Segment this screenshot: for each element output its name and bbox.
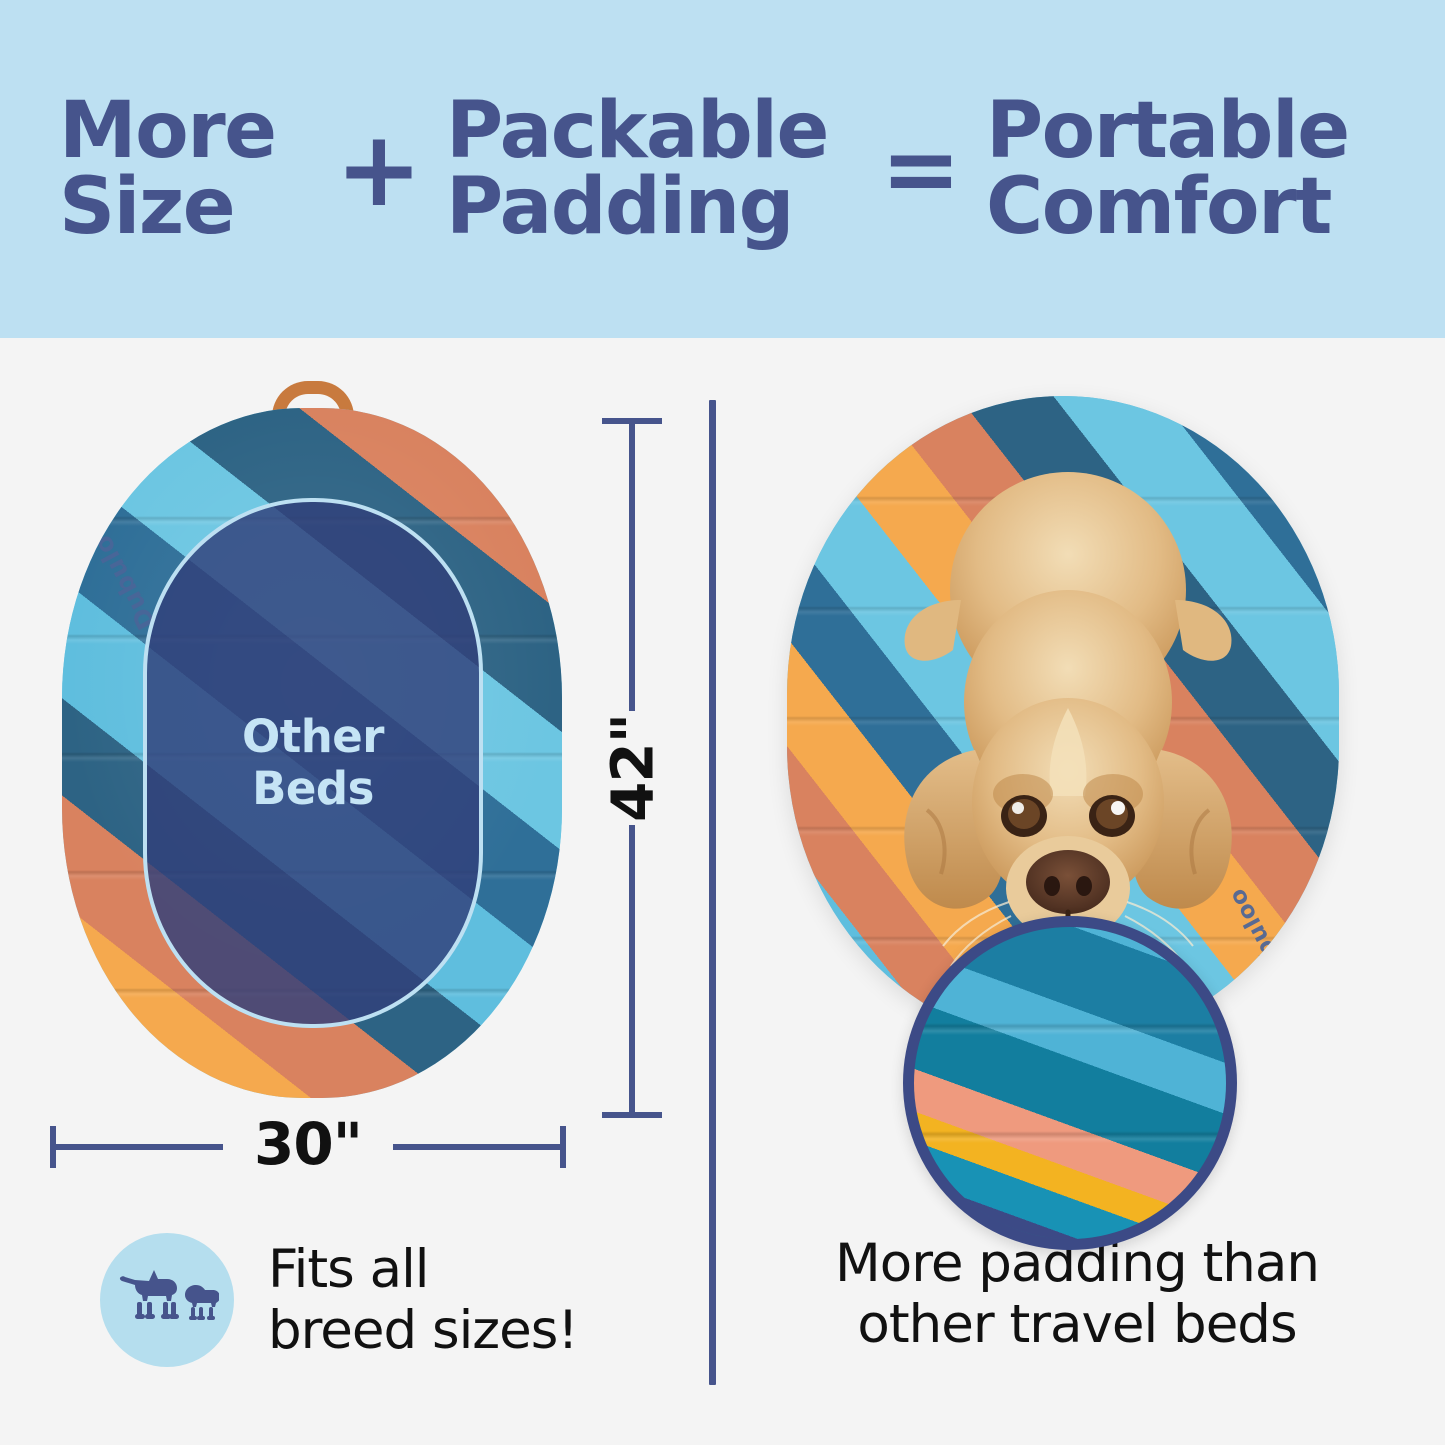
headline-term-more-size: More Size	[59, 92, 334, 252]
dimension-line-left	[53, 1144, 223, 1150]
dimension-line-right	[393, 1144, 563, 1150]
equals-operator-icon: =	[880, 113, 962, 225]
left-caption-line2: breed sizes!	[268, 1300, 579, 1361]
padding-closeup-quilting	[914, 927, 1226, 1239]
right-caption-text: More padding than other travel beds	[709, 1233, 1445, 1356]
left-caption-block: Fits all breed sizes!	[100, 1233, 660, 1367]
dimension-height-42: 42"	[597, 418, 667, 1118]
other-beds-label: Other Beds	[241, 710, 385, 815]
headline-packable-line1: Packable	[446, 85, 829, 176]
right-panel-padding-feature: Dubuloo More padding than other travel b…	[709, 338, 1445, 1445]
other-beds-line1: Other	[241, 710, 385, 764]
dimension-cap-bottom	[602, 1112, 662, 1118]
dimension-width-label: 30"	[254, 1110, 363, 1178]
headline-term-portable-comfort: Portable Comfort	[986, 92, 1386, 252]
dimension-width-30: 30"	[50, 1110, 566, 1180]
other-beds-comparison-overlay: Other Beds	[143, 498, 483, 1028]
headline-more-line1: More	[59, 85, 277, 176]
headline-more-line2: Size	[59, 162, 236, 252]
headline-portable-line2: Comfort	[986, 162, 1332, 252]
two-dogs-icon	[100, 1233, 234, 1367]
headline-portable-line1: Portable	[986, 85, 1350, 176]
padding-closeup-stripes	[914, 927, 1226, 1239]
padding-closeup-inset	[903, 916, 1237, 1250]
headline-term-packable-padding: Packable Padding	[446, 92, 876, 252]
left-caption-text: Fits all breed sizes!	[268, 1238, 579, 1362]
header-banner: More Size + Packable Padding = Portable …	[0, 0, 1445, 338]
dimension-line-lower	[629, 825, 635, 1115]
main-content-area: Dubuloo Other Beds 42" 30"	[0, 338, 1445, 1445]
product-bed-with-dog-photo: Dubuloo	[787, 396, 1339, 1044]
dimension-height-label: 42"	[598, 714, 667, 822]
center-divider	[709, 400, 716, 1385]
right-caption-line2: other travel beds	[857, 1294, 1297, 1356]
headline-equation: More Size + Packable Padding = Portable …	[0, 0, 1445, 338]
left-caption-line1: Fits all	[268, 1238, 430, 1300]
plus-operator-icon: +	[335, 108, 423, 230]
left-panel-size-comparison: Dubuloo Other Beds 42" 30"	[0, 338, 709, 1445]
dimension-cap-right	[560, 1126, 566, 1168]
headline-packable-line2: Padding	[446, 162, 794, 252]
dog-photo	[904, 472, 1232, 1004]
other-beds-line2: Beds	[252, 762, 374, 815]
dimension-line-upper	[629, 421, 635, 711]
